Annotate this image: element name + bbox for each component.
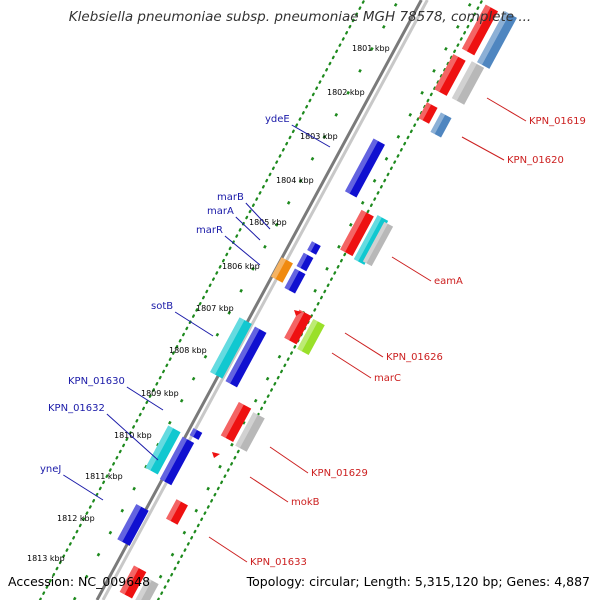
gene-block-red <box>220 401 252 443</box>
gene-features <box>117 4 517 600</box>
leader-line <box>331 352 372 379</box>
scale-tick-label: 1806 kbp <box>222 262 260 271</box>
gene-block-grey <box>235 412 265 452</box>
scale-ticks: 1801 kbp 1802 kbp 1803 kbp 1804 kbp 1805 kbp… <box>27 44 390 563</box>
scale-tick-label: 1801 kbp <box>352 44 390 53</box>
leader-line <box>344 332 384 358</box>
leader-line <box>208 536 248 563</box>
leader-line <box>174 311 214 337</box>
gene-block-blue <box>117 504 149 546</box>
gene-block-blue <box>159 436 195 486</box>
leader-line <box>269 446 309 474</box>
leader-line <box>245 202 271 230</box>
topology-text: Topology: circular; Length: 5,315,120 bp… <box>246 574 590 589</box>
gene-block-grey <box>362 221 394 267</box>
gene-label-kpn_01632[interactable]: KPN_01632 <box>48 403 105 414</box>
scale-tick-label: 1808 kbp <box>169 346 207 355</box>
scale-tick-label: 1804 kbp <box>276 176 314 185</box>
dashed-track-right <box>146 0 474 600</box>
gene-block-red <box>434 54 466 96</box>
gene-label-kpn_01619[interactable]: KPN_01619 <box>529 116 586 127</box>
gene-block-cyan <box>210 317 252 379</box>
gene-block-red <box>418 102 438 124</box>
gene-arrow-red <box>212 452 220 458</box>
scale-tick-label: 1807 kbp <box>196 304 234 313</box>
gene-block-red <box>166 499 188 525</box>
gene-block-red <box>284 309 312 345</box>
gene-block-blue <box>189 428 203 440</box>
map-title: Klebsiella pneumoniae subsp. pneumoniae … <box>68 9 532 25</box>
gene-block-blue <box>296 252 314 272</box>
backbone-shadow <box>101 0 429 600</box>
gene-block-grey <box>135 577 159 600</box>
gene-block-orange <box>271 257 293 283</box>
leader-line <box>249 476 289 503</box>
scale-tick-label: 1803 kbp <box>300 132 338 141</box>
gene-arrow-red <box>294 310 302 316</box>
gene-label-marc[interactable]: marC <box>374 373 401 384</box>
leader-line <box>391 256 432 282</box>
dotted-track-left <box>38 0 366 600</box>
scale-tick-label: 1810 kbp <box>114 431 152 440</box>
leader-line <box>486 97 527 122</box>
track-lines <box>38 0 484 600</box>
leader-line <box>224 235 261 266</box>
gene-block-steelblue <box>477 11 517 69</box>
gene-label-sotb[interactable]: sotB <box>151 301 173 312</box>
gene-label-kpn_01629[interactable]: KPN_01629 <box>311 468 368 479</box>
gene-label-kpn_01626[interactable]: KPN_01626 <box>386 352 443 363</box>
leader-line <box>106 413 159 461</box>
gene-label-mokb[interactable]: mokB <box>291 497 320 508</box>
leader-line <box>461 136 505 161</box>
gene-block-steelblue <box>430 112 452 138</box>
gene-block-grey <box>451 61 485 105</box>
gene-block-blue <box>225 326 267 388</box>
gene-block-lime <box>297 318 325 356</box>
gene-label-marr[interactable]: marR <box>196 225 223 236</box>
gene-label-mara[interactable]: marA <box>207 206 234 217</box>
scale-tick-label: 1812 kbp <box>57 514 95 523</box>
scale-tick-label: 1802 kbp <box>327 88 365 97</box>
gene-label-kpn_01620[interactable]: KPN_01620 <box>507 155 564 166</box>
scale-tick-label: 1813 kbp <box>27 554 65 563</box>
accession-text: Accession: NC_009648 <box>8 574 151 589</box>
gene-block-blue <box>345 138 385 198</box>
gene-block-red <box>340 209 374 257</box>
gene-label-ynej[interactable]: yneJ <box>40 464 61 475</box>
leader-line <box>63 474 104 501</box>
gene-label-ydee[interactable]: ydeE <box>265 114 290 125</box>
scale-tick-label: 1805 kbp <box>249 218 287 227</box>
dotted-track-right <box>156 0 484 600</box>
gene-label-eama[interactable]: eamA <box>434 276 463 287</box>
gene-block-blue <box>307 241 321 255</box>
gene-labels: ydeE marB marA marR sotB KPN_01630 KPN_01632yn… <box>40 97 586 568</box>
backbone-line <box>95 0 423 600</box>
gene-block-red <box>461 4 499 56</box>
gene-block-blue <box>284 268 306 294</box>
gene-block-cyan <box>145 425 181 475</box>
leader-line <box>235 216 261 241</box>
gene-label-kpn_01630[interactable]: KPN_01630 <box>68 376 125 387</box>
scale-tick-label: 1811 kbp <box>85 472 123 481</box>
leader-line <box>291 124 331 148</box>
gene-label-marb[interactable]: marB <box>217 192 244 203</box>
scale-tick-label: 1809 kbp <box>141 389 179 398</box>
leader-line <box>126 386 164 411</box>
gene-label-kpn_01633[interactable]: KPN_01633 <box>250 557 307 568</box>
gene-block-red <box>119 565 147 599</box>
gene-block-cyan <box>353 215 389 265</box>
